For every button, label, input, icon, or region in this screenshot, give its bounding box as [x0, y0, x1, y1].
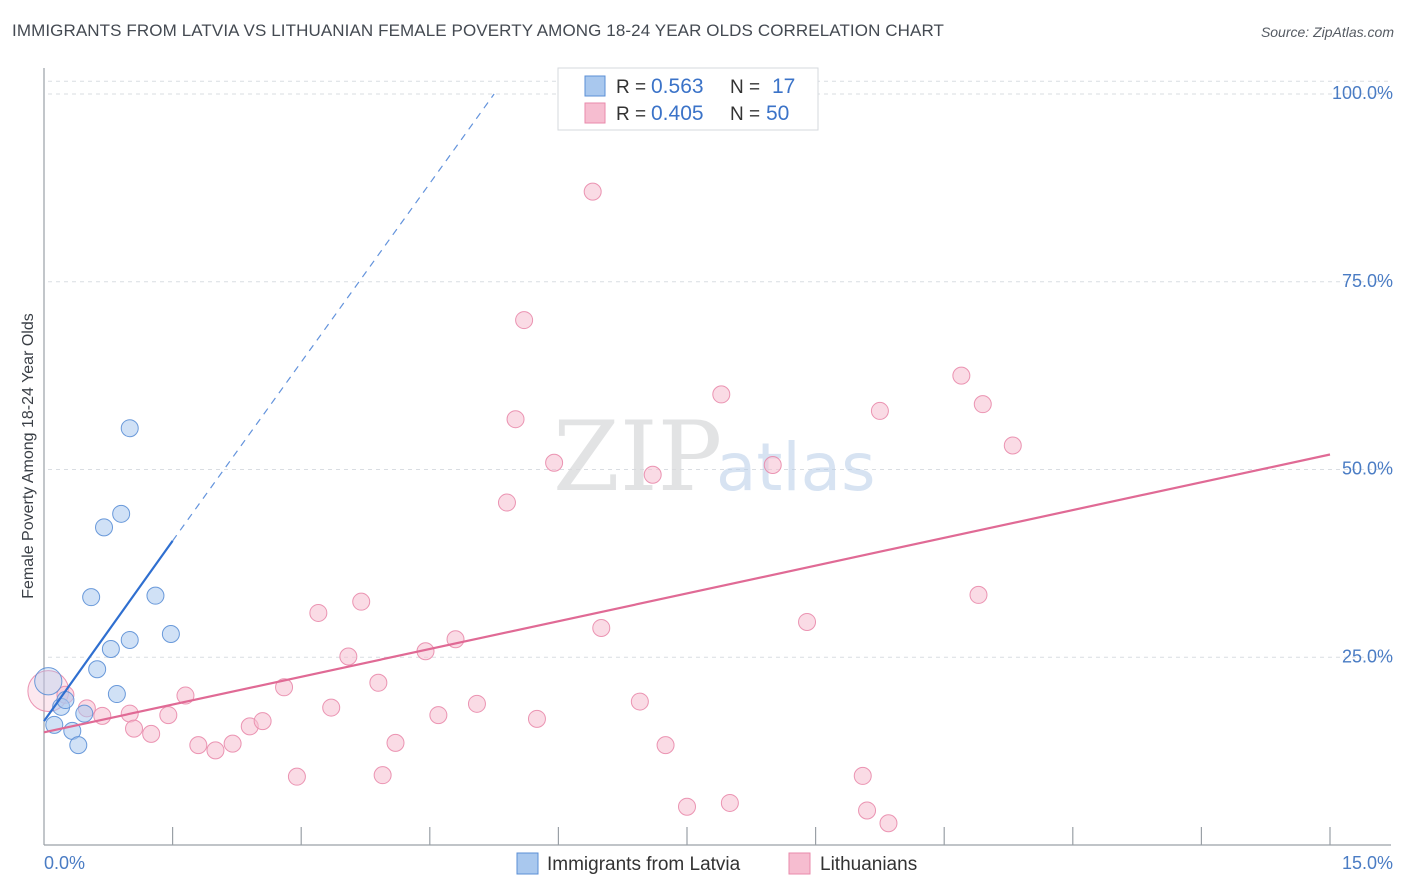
scatter-point [339, 647, 358, 666]
scatter-point [75, 704, 94, 723]
scatter-point [467, 694, 486, 713]
scatter-point [223, 734, 242, 753]
x-axis-ticks [172, 827, 1331, 845]
x-tick-label-min: 0.0% [44, 853, 85, 873]
scatter-point [506, 410, 525, 429]
scatter-point [125, 719, 144, 738]
scatter-point [253, 712, 272, 731]
scatter-point [879, 814, 898, 833]
trend-line-latvia [43, 540, 174, 722]
scatter-point [161, 624, 180, 643]
scatter-point [630, 692, 649, 711]
scatter-point [656, 736, 675, 755]
scatter-point [275, 678, 294, 697]
scatter-point [853, 766, 872, 785]
legend-n-label-latvia: N = [730, 77, 760, 98]
scatter-point [95, 518, 114, 537]
scatter-point [69, 736, 88, 755]
legend-swatch-latvia [584, 75, 606, 97]
bottom-legend-label-lithuanians: Lithuanians [820, 854, 917, 875]
bottom-legend-swatch-latvia [516, 852, 539, 875]
scatter-point [88, 660, 107, 679]
y-axis-title: Female Poverty Among 18-24 Year Olds [20, 313, 37, 599]
bottom-legend-label-latvia: Immigrants from Latvia [547, 854, 741, 875]
scatter-point [583, 182, 602, 201]
scatter-point [309, 603, 328, 622]
scatter-point [101, 639, 120, 658]
legend-swatch-lithuanians [584, 102, 606, 124]
trend-lines [43, 93, 1331, 734]
scatter-point [34, 667, 63, 696]
scatter-point [712, 385, 731, 404]
scatter-point [858, 801, 877, 820]
stats-legend: R = 0.563 N = 17 R = 0.405 N = 50 [557, 67, 819, 131]
scatter-point [678, 797, 696, 816]
scatter-point [429, 706, 448, 725]
scatter-point [798, 612, 817, 631]
scatter-point [120, 630, 139, 649]
legend-n-value-latvia: 17 [772, 75, 795, 98]
y-tick-label: 25.0% [1342, 646, 1393, 666]
y-tick-label: 50.0% [1342, 459, 1393, 479]
scatter-point [1003, 436, 1022, 455]
scatter-point [206, 741, 225, 760]
y-tick-label: 100.0% [1332, 83, 1393, 103]
scatter-point [287, 767, 306, 786]
trend-line-latvia-extension [172, 93, 495, 542]
scatter-point [159, 706, 178, 725]
legend-n-value-lithuanians: 50 [766, 102, 789, 125]
chart-source: Source: ZipAtlas.com [1260, 24, 1394, 40]
trend-line-lithuanians [43, 453, 1331, 734]
x-tick-label-max: 15.0% [1342, 853, 1393, 873]
scatter-point [369, 673, 388, 692]
watermark-atlas: atlas [716, 429, 876, 506]
scatter-point [322, 698, 341, 717]
scatter-point [497, 493, 516, 512]
watermark-zip: ZIP [553, 401, 722, 513]
scatter-point [545, 453, 564, 472]
legend-r-value-latvia: 0.563 [651, 75, 704, 98]
scatter-point [373, 766, 392, 785]
chart-title: IMMIGRANTS FROM LATVIA VS LITHUANIAN FEM… [12, 21, 945, 40]
scatter-point [592, 618, 611, 637]
legend-r-label-latvia: R = [616, 77, 646, 98]
y-tick-labels: 25.0% 50.0% 75.0% 100.0% [1332, 83, 1393, 666]
scatter-point [120, 419, 139, 438]
scatter-point [969, 585, 988, 604]
gridlines [48, 80, 1391, 658]
scatter-point [82, 588, 101, 607]
scatter-point [112, 504, 131, 523]
scatter-point [386, 733, 405, 752]
scatter-point [952, 366, 971, 385]
series-lithuanians [27, 182, 1022, 833]
y-tick-label: 75.0% [1342, 271, 1393, 291]
watermark: ZIP atlas [553, 401, 876, 513]
scatter-point [107, 685, 126, 704]
scatter-point [352, 592, 371, 611]
legend-r-label-lithuanians: R = [616, 104, 646, 125]
scatter-point [870, 401, 889, 420]
series-legend: Immigrants from Latvia Lithuanians [516, 852, 917, 875]
scatter-point [643, 465, 662, 484]
scatter-point [527, 709, 546, 728]
scatter-point [720, 793, 739, 812]
scatter-point [763, 456, 782, 475]
scatter-point [973, 395, 992, 414]
legend-r-value-lithuanians: 0.405 [651, 102, 704, 125]
scatter-point [142, 724, 161, 743]
scatter-point [146, 586, 165, 605]
scatter-point [515, 311, 534, 330]
legend-n-label-lithuanians: N = [730, 104, 760, 125]
bottom-legend-swatch-lithuanians [788, 852, 811, 875]
series-immigrants-from-latvia [34, 419, 180, 755]
scatter-point [189, 736, 208, 755]
